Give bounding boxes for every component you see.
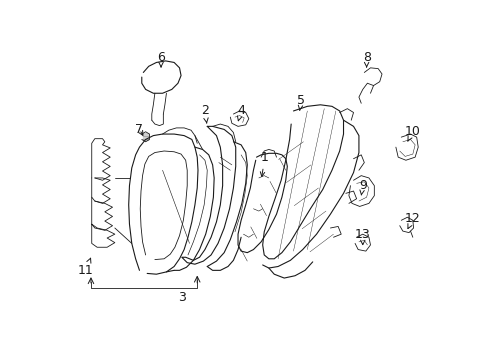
Text: 9: 9 xyxy=(359,179,367,195)
Text: 10: 10 xyxy=(405,125,421,141)
Text: 13: 13 xyxy=(355,228,370,245)
Text: 2: 2 xyxy=(201,104,209,123)
Text: 5: 5 xyxy=(297,94,305,111)
Text: 11: 11 xyxy=(78,258,94,277)
Text: 1: 1 xyxy=(260,150,269,176)
Text: 8: 8 xyxy=(363,50,370,67)
Text: 7: 7 xyxy=(135,123,144,136)
Text: 6: 6 xyxy=(157,50,165,67)
Text: 4: 4 xyxy=(237,104,245,121)
Text: 3: 3 xyxy=(178,291,186,304)
Text: 12: 12 xyxy=(405,212,421,229)
